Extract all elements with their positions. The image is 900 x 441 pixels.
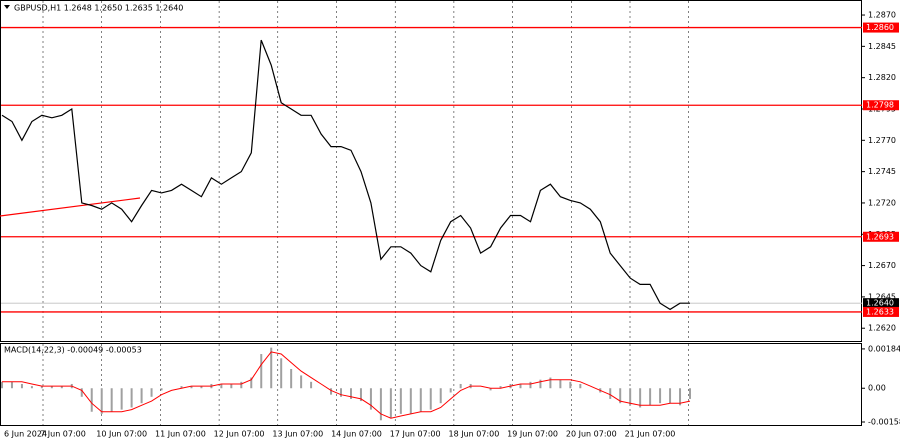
price-panel-border [0, 0, 862, 342]
y-tick-label: 1.2870 [868, 11, 896, 20]
x-tick-label: 10 Jun 07:00 [96, 430, 147, 439]
level-box [863, 231, 899, 242]
x-tick-label: 13 Jun 07:00 [272, 430, 323, 439]
y-tick-label: 0.00 [868, 384, 886, 393]
y-tick-label: 1.2670 [868, 261, 896, 270]
x-tick-label: 7 Jun 07:00 [40, 430, 86, 439]
price-title: GBPUSD,H1 1.2648 1.2650 1.2635 1.2640 [14, 4, 183, 13]
x-tick-label: 17 Jun 07:00 [390, 430, 441, 439]
y-tick-label: 1.2845 [868, 42, 896, 51]
x-tick-label: 18 Jun 07:00 [448, 430, 499, 439]
current-price-label: 1.2640 [866, 299, 894, 308]
level-label: 1.2860 [866, 23, 894, 32]
x-tick-label: 6 Jun 2024 [4, 430, 47, 439]
x-tick-label: 11 Jun 07:00 [155, 430, 206, 439]
y-tick-label: 1.2645 [868, 292, 896, 301]
y-tick-label: 1.2745 [868, 167, 896, 176]
y-tick-label: -0.00158 [868, 418, 900, 427]
level-box [863, 100, 899, 111]
x-tick-label: 19 Jun 07:00 [507, 430, 558, 439]
x-tick-label: 14 Jun 07:00 [331, 430, 382, 439]
menu-arrow [4, 5, 10, 9]
level-label: 1.2633 [866, 307, 894, 316]
level-label: 1.2798 [866, 101, 894, 110]
x-tick-label: 12 Jun 07:00 [214, 430, 265, 439]
macd-title: MACD(14,22,3) -0.00049 -0.00053 [4, 346, 142, 355]
macd-panel-border [0, 343, 862, 426]
level-label: 1.2693 [866, 232, 894, 241]
y-tick-label: 1.2620 [868, 324, 896, 333]
y-tick-label: 1.2820 [868, 73, 896, 82]
trend-line [0, 197, 141, 217]
y-tick-label: 0.00184 [868, 344, 900, 353]
price-line [1, 39, 690, 311]
x-tick-label: 20 Jun 07:00 [566, 430, 617, 439]
y-tick-label: 1.2770 [868, 136, 896, 145]
x-tick-label: 21 Jun 07:00 [625, 430, 676, 439]
y-tick-label: 1.2720 [868, 198, 896, 207]
level-box [863, 22, 899, 33]
current-price-box [863, 298, 899, 309]
signal-line [2, 351, 691, 419]
level-box [863, 306, 899, 317]
